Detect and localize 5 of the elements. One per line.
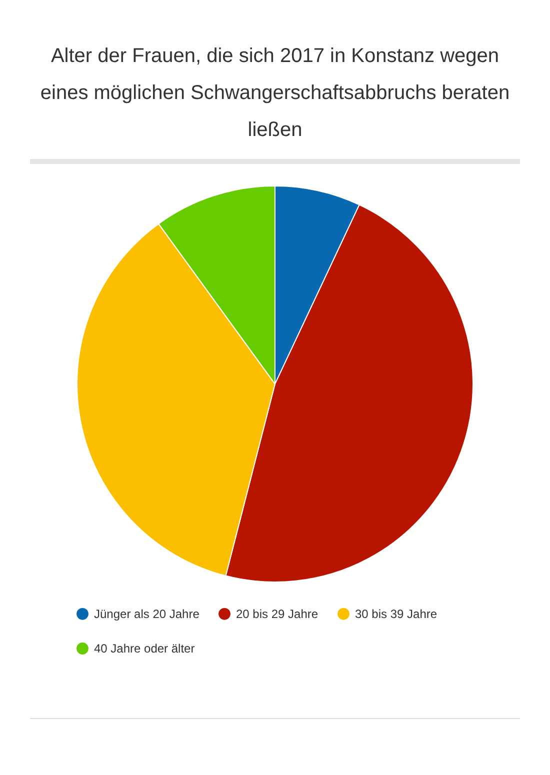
legend-label: 20 bis 29 Jahre [236, 606, 318, 621]
legend-label: Jünger als 20 Jahre [94, 606, 200, 621]
legend-label: 30 bis 39 Jahre [355, 606, 438, 621]
legend-label: 40 Jahre oder älter [94, 642, 195, 656]
chart-title: Alter der Frauen, die sich 2017 in Konstanz wegen eines möglichen Schwangerschaftsabbruchs beraten ließen [39, 44, 511, 143]
